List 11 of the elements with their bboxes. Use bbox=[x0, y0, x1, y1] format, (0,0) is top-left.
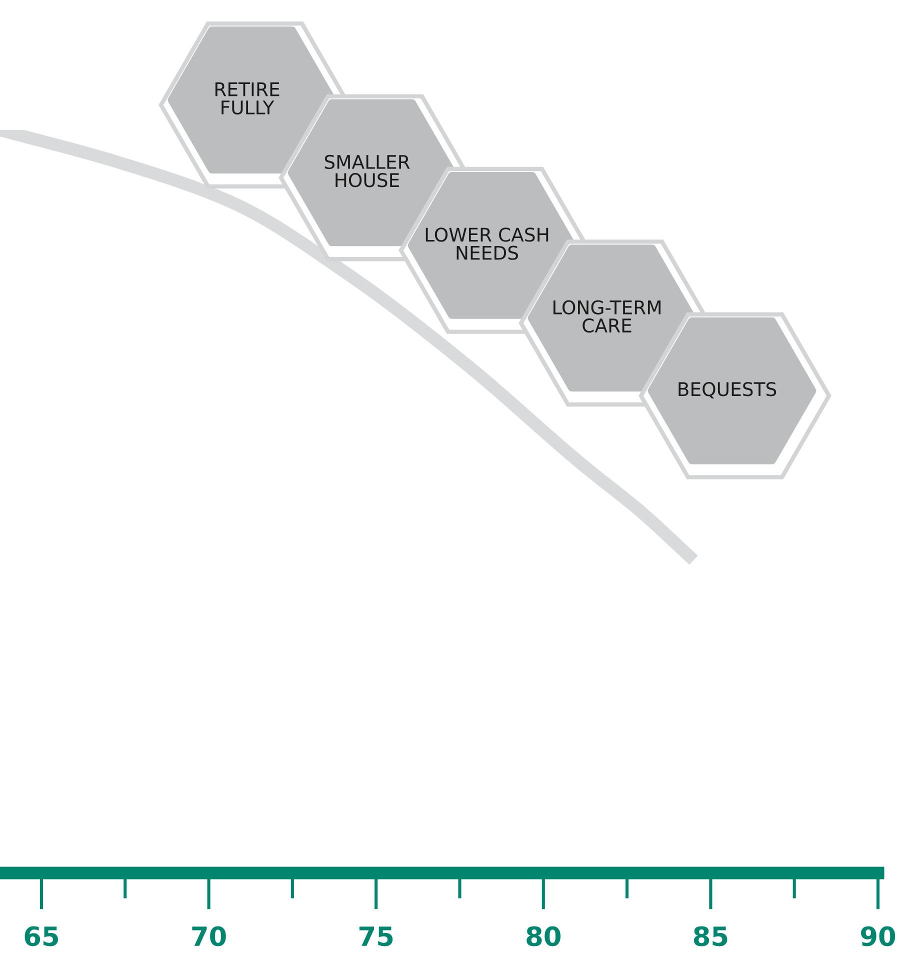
x-tick-label: 70 bbox=[192, 926, 226, 946]
x-tick-label: 75 bbox=[360, 926, 393, 946]
x-tick-label: 80 bbox=[526, 926, 560, 946]
annotation: LOWER CASH NEEDS bbox=[426, 228, 548, 260]
text: RETIRE FULLY bbox=[215, 82, 280, 115]
x-tick-label: 85 bbox=[694, 926, 728, 946]
x-tick-label: 65 bbox=[24, 926, 58, 946]
annotation: LONG-TERM CARE bbox=[554, 300, 660, 333]
annotation: BEQUESTS bbox=[678, 382, 776, 398]
x-tick-label: 90 bbox=[861, 926, 896, 946]
annotation: SMALLER HOUSE bbox=[324, 154, 410, 188]
